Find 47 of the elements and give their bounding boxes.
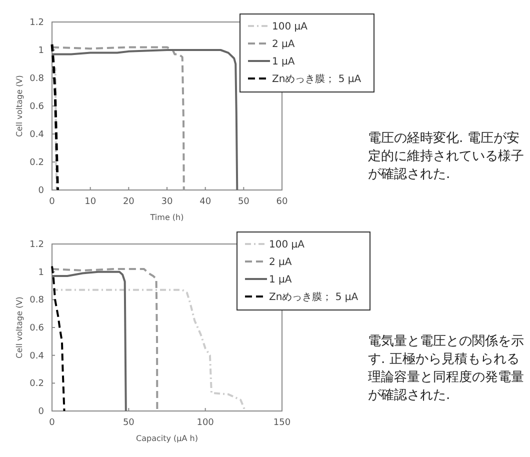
y-tick-label: 0.2 — [30, 379, 44, 390]
y-tick-label: 0.4 — [30, 351, 44, 362]
legend-label: Znめっき膜； 5 µA — [272, 73, 362, 85]
line-series — [51, 49, 238, 191]
x-tick-label: 30 — [161, 197, 173, 207]
legend-label: 100 µA — [272, 22, 308, 32]
x-tick-label: 60 — [276, 197, 288, 207]
x-tick-label: 150 — [273, 418, 291, 428]
y-tick-label: 1 — [38, 268, 44, 278]
x-axis-title: Time (h) — [149, 213, 184, 222]
y-tick-label: 1 — [38, 46, 44, 56]
y-tick-label: 0.8 — [30, 74, 44, 84]
x-axis-title: Capacity (µA h) — [136, 434, 198, 443]
y-tick-label: 0.6 — [30, 102, 44, 112]
y-tick-label: 0.8 — [30, 296, 44, 306]
y-axis-title: Cell voltage (V) — [15, 75, 24, 137]
x-tick-label: 40 — [200, 197, 212, 207]
line-series — [50, 43, 59, 192]
y-tick-label: 0 — [38, 407, 44, 417]
y-tick-label: 0 — [38, 186, 44, 196]
y-tick-label: 0.2 — [30, 158, 44, 168]
legend-label: 2 µA — [272, 39, 295, 50]
legend-label: 2 µA — [269, 257, 292, 268]
legend-label: Znめっき膜； 5 µA — [269, 291, 358, 303]
x-tick-label: 50 — [122, 418, 135, 428]
y-tick-label: 0.6 — [30, 324, 44, 334]
y-tick-label: 1.2 — [30, 240, 44, 250]
x-tick-label: 0 — [49, 418, 56, 428]
line-series — [51, 288, 246, 412]
x-tick-label: 50 — [238, 197, 250, 207]
text: 電気量と電圧との関係を示す. 正極から見積もられる理論容量と同程度の発電量が確認された. — [368, 333, 525, 405]
x-tick-label: 20 — [122, 197, 135, 207]
legend-label: 1 µA — [272, 56, 295, 68]
line-series — [51, 67, 58, 191]
line-series — [51, 265, 66, 412]
legend-label: 100 µA — [269, 240, 305, 250]
x-tick-label: 100 — [196, 418, 214, 428]
x-tick-label: 0 — [49, 197, 56, 207]
text: 電圧の経時変化. 電圧が安定的に維持されている様子が確認された. — [368, 130, 525, 184]
y-tick-label: 0.4 — [30, 130, 44, 140]
line-series — [51, 268, 158, 412]
line-series — [51, 270, 127, 412]
line-series — [51, 46, 185, 191]
y-axis-title: Cell voltage (V) — [15, 296, 24, 358]
y-tick-label: 1.2 — [30, 18, 44, 28]
x-tick-label: 10 — [84, 197, 96, 207]
legend-label: 1 µA — [269, 274, 292, 286]
